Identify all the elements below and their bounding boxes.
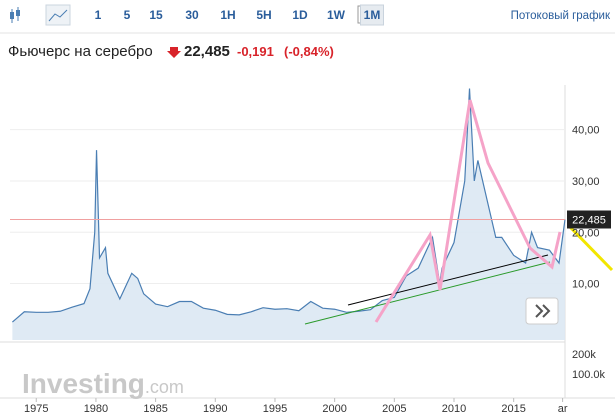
x-tick-label: ar — [558, 403, 568, 415]
stream-link[interactable]: Потоковый график — [511, 10, 611, 22]
interval-button[interactable]: 15 — [149, 8, 163, 22]
price-line — [11, 88, 566, 323]
x-tick-label: 2015 — [501, 403, 525, 415]
interval-button[interactable]: 1H — [220, 8, 235, 22]
y-tick-label: 30,00 — [572, 176, 600, 188]
y-tick-label: 10,00 — [572, 279, 600, 291]
x-tick-label: 2005 — [382, 403, 406, 415]
volume-tick-label: 200k — [572, 349, 596, 361]
change: -0,191 — [237, 44, 274, 59]
interval-active-bg — [360, 4, 384, 26]
annotation-arrow — [568, 225, 614, 272]
watermark: Investing.com — [22, 368, 184, 399]
trend-line — [347, 254, 549, 306]
annotation-pattern — [374, 99, 562, 323]
area-fill — [12, 88, 566, 340]
interval-button[interactable]: 1D — [292, 8, 308, 22]
interval-button[interactable]: 5 — [124, 8, 131, 22]
x-tick-label: 2010 — [442, 403, 466, 415]
scroll-button[interactable] — [525, 297, 559, 325]
x-tick-label: 1995 — [263, 403, 287, 415]
x-tick-label: 1990 — [203, 403, 227, 415]
x-tick-label: 1985 — [143, 403, 167, 415]
price-tag — [567, 210, 611, 229]
down-arrow — [167, 47, 181, 58]
area-icon[interactable] — [45, 4, 71, 26]
y-tick-label: 20,00 — [572, 227, 600, 239]
change-pct: (-0,84%) — [284, 44, 334, 59]
x-tick-label: 1975 — [24, 403, 48, 415]
instrument-title: Фьючерс на серебро — [8, 43, 153, 60]
interval-button[interactable]: 1M — [364, 8, 381, 22]
price-tag-label: 22,485 — [572, 215, 606, 227]
y-tick-label: 40,00 — [572, 125, 600, 137]
trend-line — [304, 261, 551, 325]
toolbar — [0, 0, 615, 30]
interval-button[interactable]: 30 — [185, 8, 199, 22]
x-tick-label: 2000 — [322, 403, 346, 415]
interval-button[interactable]: 1W — [327, 8, 346, 22]
price: 22,485 — [184, 43, 230, 60]
watermark-brand: Investing — [22, 368, 145, 399]
x-tick-label: 1980 — [84, 403, 108, 415]
interval-button[interactable]: 1 — [95, 8, 102, 22]
watermark-suffix: .com — [145, 377, 184, 397]
interval-button[interactable]: 5H — [256, 8, 271, 22]
volume-tick-label: 100.0k — [572, 369, 606, 381]
candle-icon[interactable] — [10, 7, 20, 23]
